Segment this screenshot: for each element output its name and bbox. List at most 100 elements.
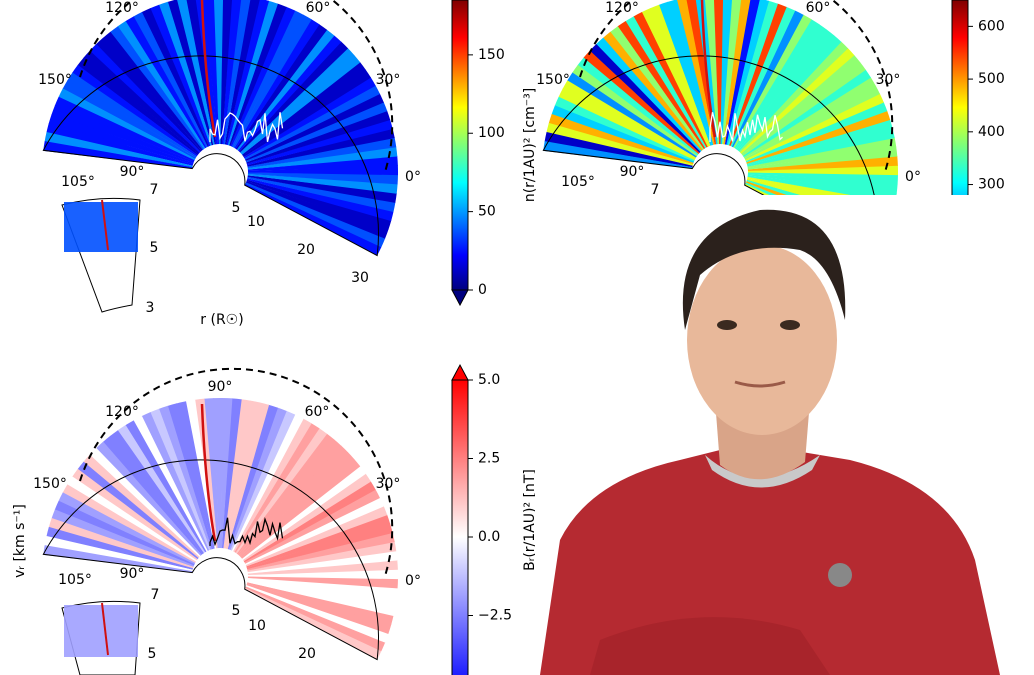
trajectory	[579, 0, 894, 173]
heatmap-sector	[242, 61, 366, 156]
heatmap-sector	[234, 423, 320, 553]
angle-label: 0°	[905, 169, 921, 185]
heatmap-sector	[247, 128, 395, 167]
heatmap-sector	[572, 64, 698, 157]
heatmap-sector	[72, 468, 198, 561]
field-line	[700, 0, 717, 138]
angle-label: 120°	[105, 0, 139, 16]
inset-radius-label: 7	[151, 587, 160, 603]
heatmap-sector	[242, 465, 366, 560]
heatmap-sector	[58, 492, 196, 565]
heatmap-sector	[62, 484, 196, 563]
heatmap-sector	[641, 8, 710, 147]
inset-angle-label: 90°	[120, 566, 145, 582]
heatmap-sector	[741, 54, 861, 155]
heatmap-sector	[729, 3, 787, 147]
inset-angle-label: 90°	[120, 164, 145, 180]
heatmap-sector	[562, 80, 696, 159]
heatmap-sector	[245, 101, 388, 163]
heatmap-sector	[247, 569, 399, 580]
heatmap-sector	[133, 12, 208, 148]
heatmap-sector	[245, 93, 384, 162]
heatmap-sector	[89, 43, 201, 153]
heatmap-sector	[176, 401, 215, 549]
heatmap-sector	[133, 416, 208, 552]
profile-line	[209, 517, 284, 547]
heatmap-sector	[72, 64, 198, 157]
wedge-outline	[42, 55, 379, 257]
angle-label: 150°	[536, 72, 570, 88]
heatmap-sector	[240, 47, 355, 154]
heatmap-sector	[247, 173, 398, 194]
heatmap-sector	[745, 101, 888, 163]
heatmap-sector	[48, 114, 194, 165]
heatmap-sector	[43, 545, 193, 573]
heatmap-sector	[231, 10, 304, 148]
radius-label: 5	[232, 603, 241, 619]
heatmap-sector	[220, 398, 233, 549]
heatmap-sector	[89, 447, 201, 557]
heatmap-sector	[125, 16, 207, 149]
heatmap-sector	[246, 582, 394, 626]
heatmap-sector	[548, 114, 694, 165]
angle-label: 150°	[33, 476, 67, 492]
heatmap-sector	[730, 6, 796, 147]
heatmap-sector	[246, 110, 391, 164]
colorbar-tick-label: 500	[978, 71, 1005, 87]
heatmap-sector	[602, 31, 703, 151]
inset-angle-label: 105°	[561, 174, 595, 190]
heatmap-sector	[246, 523, 393, 570]
heatmap-sector	[734, 19, 820, 149]
heatmap-sector	[246, 179, 392, 230]
heatmap-sector	[109, 26, 204, 150]
heatmap-sector	[736, 29, 835, 151]
heatmap-sector	[713, 0, 724, 145]
heatmap-sector	[742, 61, 866, 156]
heatmap-sector	[62, 80, 196, 159]
radius-axis-label: r (R☉)	[200, 312, 243, 328]
heatmap-sector	[54, 500, 195, 566]
angle-label: 120°	[105, 404, 139, 420]
heatmap-sector	[727, 0, 778, 146]
heatmap-sector	[247, 172, 398, 185]
heatmap-sector	[744, 85, 880, 160]
heatmap-sector	[117, 425, 206, 554]
heatmap-sector	[745, 93, 884, 162]
field-line	[200, 0, 217, 138]
heatmap-sector	[245, 497, 384, 566]
profile-line	[209, 112, 284, 142]
heatmap-sector	[51, 105, 195, 163]
heatmap-sector	[230, 410, 296, 551]
colorbar-tick-label: 0	[478, 282, 487, 298]
heatmap-sector	[544, 131, 693, 168]
heatmap-sector	[247, 146, 398, 170]
heatmap-sector	[554, 96, 695, 162]
heatmap-sector	[158, 1, 212, 146]
heatmap-sector	[247, 576, 398, 589]
colorbar	[451, 0, 469, 291]
y-axis-label: vᵣ [km s⁻¹]	[12, 504, 28, 578]
heatmap-sector	[149, 4, 211, 147]
heatmap-sector	[247, 541, 397, 573]
heatmap-sector	[245, 182, 386, 248]
heatmap-sector	[658, 1, 712, 146]
angle-label: 30°	[376, 476, 401, 492]
heatmap-sector	[247, 532, 395, 571]
heatmap-sector	[733, 14, 812, 148]
heatmap-sector	[747, 128, 895, 167]
heatmap-sector	[243, 481, 376, 563]
heatmap-sector	[233, 418, 312, 552]
heatmap-sector	[227, 404, 278, 550]
heatmap-sector	[551, 105, 695, 163]
colorbar-tick-label: 5.0	[478, 372, 500, 388]
heatmap-sector	[247, 577, 398, 598]
heatmap-sector	[95, 441, 202, 556]
heatmap-sector	[246, 583, 392, 634]
heatmap-sector	[740, 47, 855, 154]
heatmap-sector	[246, 178, 394, 222]
heatmap-sector	[229, 3, 287, 147]
heatmap-sector	[230, 6, 296, 147]
heatmap-sector	[247, 579, 397, 607]
heatmap-sector	[231, 414, 304, 552]
